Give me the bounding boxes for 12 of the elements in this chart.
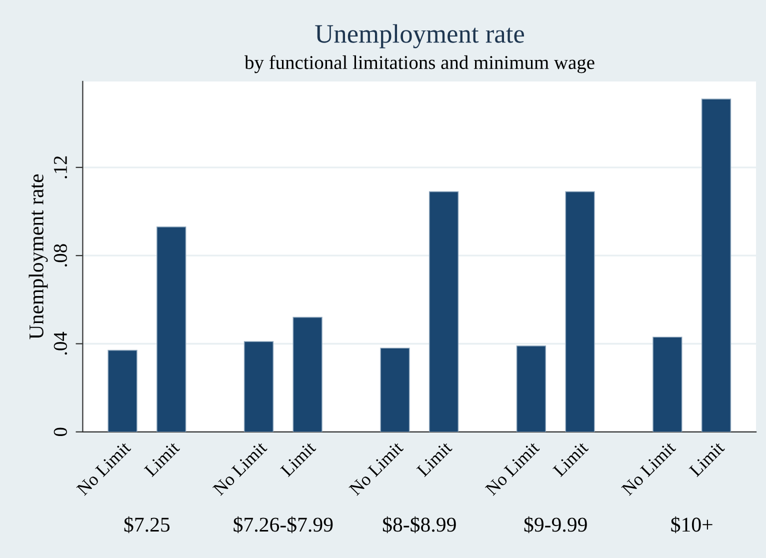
- text: $10+: [671, 516, 712, 534]
- y-tick-label: .12: [54, 156, 68, 178]
- y-tick-label: .08: [54, 244, 68, 266]
- text: $7.26-$7.99: [234, 516, 333, 534]
- y-tick-label: .04: [54, 332, 68, 355]
- text: $8-$8.99: [382, 516, 456, 534]
- text: $9-9.99: [524, 516, 587, 534]
- y-tick-label: 0: [54, 428, 67, 436]
- chart-title: Unemployment rate: [315, 24, 524, 48]
- y-axis-title: Unemployment rate: [28, 174, 48, 340]
- chart-subtitle: by functional limitations and minimum wage: [244, 55, 594, 74]
- text: $7.25: [124, 516, 170, 534]
